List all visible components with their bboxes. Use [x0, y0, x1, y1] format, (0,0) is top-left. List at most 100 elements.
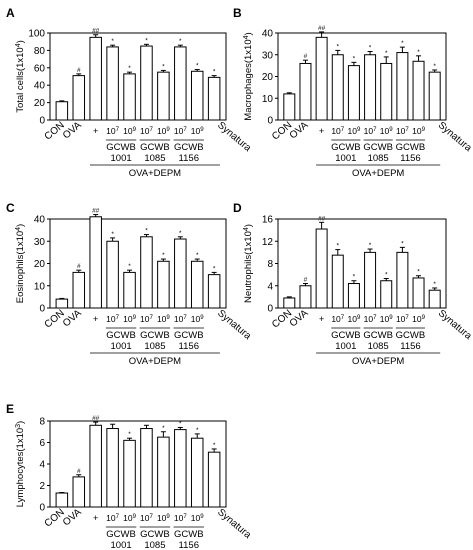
x-label-strain: 1156 — [400, 341, 420, 352]
y-tick-label: 80 — [34, 46, 46, 57]
bar — [347, 65, 360, 121]
x-label-gcwb: GCWB — [140, 529, 170, 540]
x-label-dose-high: 109 — [157, 126, 170, 137]
bar — [123, 439, 136, 508]
x-label-dose-high: 109 — [191, 314, 204, 325]
significance-mark: * — [162, 425, 165, 432]
significance-mark: ## — [92, 28, 100, 35]
significance-mark: * — [401, 40, 404, 47]
bar — [380, 280, 393, 309]
x-label-dose-low: 107 — [364, 314, 377, 325]
significance-mark: * — [337, 243, 340, 250]
x-label-strain: 1001 — [335, 341, 356, 352]
x-label-dose-low: 107 — [106, 513, 119, 524]
y-axis-label: Macrophages(1x104) — [243, 32, 255, 120]
bar — [157, 436, 170, 508]
bar — [207, 451, 221, 508]
bar — [55, 101, 69, 121]
x-label-synatura: Synatura — [436, 120, 473, 154]
bar — [315, 36, 328, 121]
bar — [428, 289, 441, 309]
bar — [190, 437, 204, 508]
bar — [299, 285, 312, 309]
x-label-dose-low: 107 — [106, 126, 119, 137]
x-label-synatura: Synatura — [215, 308, 253, 342]
significance-mark: * — [369, 44, 372, 51]
x-label-dose-high: 109 — [191, 126, 204, 137]
x-label-synatura: Synatura — [215, 120, 253, 154]
significance-mark: # — [77, 67, 81, 74]
panel-label: A — [6, 6, 15, 20]
x-label-plus: + — [93, 314, 98, 324]
y-tick-label: 20 — [34, 259, 46, 270]
x-label-strain: 1085 — [368, 153, 389, 164]
x-label-strain: 1001 — [111, 153, 132, 164]
x-label-dose-high: 109 — [157, 513, 170, 524]
y-tick-label: 10 — [34, 281, 46, 292]
bar — [315, 228, 328, 309]
bar — [55, 492, 69, 508]
x-label-gcwb: GCWB — [106, 142, 136, 153]
x-label-dose-low: 107 — [174, 314, 187, 325]
x-label-plus: + — [319, 314, 324, 324]
x-label-gcwb: GCWB — [331, 142, 361, 153]
bar — [364, 54, 377, 121]
significance-mark: # — [304, 277, 308, 284]
significance-mark: * — [179, 420, 182, 427]
x-label-gcwb: GCWB — [396, 330, 426, 341]
bar — [106, 240, 119, 309]
significance-mark: ## — [318, 25, 326, 32]
y-tick-label: 2 — [39, 481, 45, 492]
x-label-ova: OVA — [61, 507, 84, 529]
x-label-dose-high: 109 — [123, 513, 136, 524]
panel-label: D — [233, 201, 242, 215]
significance-mark: # — [77, 468, 81, 475]
x-label-dose-low: 107 — [140, 513, 153, 524]
panel-d: D0481216Neutrophils(1x104)###*******CONO… — [233, 201, 473, 367]
x-label-gcwb: GCWB — [396, 142, 426, 153]
x-label-strain: 1001 — [335, 153, 356, 164]
x-label-ova-depm: OVA+DEPM — [129, 356, 181, 367]
bar — [157, 71, 170, 121]
significance-mark: * — [196, 252, 199, 259]
y-tick-label: 60 — [34, 63, 46, 74]
bar — [190, 260, 204, 309]
significance-mark: * — [213, 69, 216, 76]
x-label-gcwb: GCWB — [106, 529, 136, 540]
x-label-dose-high: 109 — [123, 126, 136, 137]
x-label-dose-low: 107 — [331, 126, 344, 137]
x-label-gcwb: GCWB — [363, 142, 393, 153]
x-label-dose-low: 107 — [396, 126, 409, 137]
bar — [428, 71, 441, 121]
significance-mark: * — [128, 263, 131, 270]
bar — [412, 60, 425, 121]
panel-label: E — [6, 402, 14, 416]
y-tick-label: 16 — [262, 215, 274, 226]
significance-mark: * — [111, 231, 114, 238]
bar — [123, 271, 136, 309]
bar — [174, 46, 187, 121]
significance-mark: # — [304, 53, 308, 60]
x-label-strain: 1085 — [368, 341, 389, 352]
x-label-dose-high: 109 — [380, 314, 393, 325]
y-tick-label: 40 — [34, 81, 46, 92]
bar — [157, 260, 170, 309]
significance-mark: * — [213, 265, 216, 272]
bar — [347, 283, 360, 309]
y-tick-label: 12 — [262, 237, 274, 248]
y-tick-label: 0 — [267, 304, 273, 315]
significance-mark: * — [179, 38, 182, 45]
x-label-strain: 1085 — [144, 341, 165, 352]
x-label-gcwb: GCWB — [174, 330, 204, 341]
bar — [89, 424, 102, 508]
bar — [140, 428, 153, 508]
x-label-dose-low: 107 — [174, 126, 187, 137]
significance-mark: * — [213, 442, 216, 449]
bar — [396, 52, 409, 121]
x-label-ova: OVA — [61, 308, 84, 330]
bar — [140, 236, 153, 309]
bar — [380, 62, 393, 121]
x-label-strain: 1156 — [179, 153, 199, 164]
